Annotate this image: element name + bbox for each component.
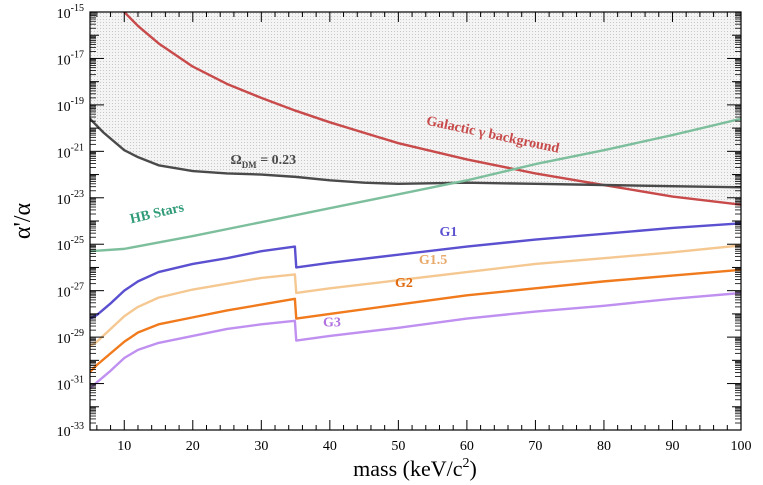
series-line-5 <box>90 268 741 373</box>
y-tick-label: 10-21 <box>57 142 84 161</box>
y-tick-label: 10-27 <box>57 282 84 301</box>
series-label-5: G2 <box>395 276 413 291</box>
y-tick-label: 10-31 <box>57 375 84 394</box>
series-label-1: ΩDM = 0.23 <box>230 153 296 170</box>
x-tick-label: 10 <box>117 439 131 454</box>
excluded-region <box>90 12 741 205</box>
series-layer <box>90 12 741 390</box>
x-tick-label: 90 <box>665 439 679 454</box>
x-tick-label: 60 <box>460 439 474 454</box>
series-line-2 <box>90 117 741 253</box>
x-tick-label: 80 <box>597 439 611 454</box>
y-tick-label: 10-33 <box>57 421 84 440</box>
y-tick-label: 10-15 <box>57 3 84 22</box>
x-axis-title-close: ) <box>470 456 477 481</box>
y-tick-label: 10-29 <box>57 328 84 347</box>
x-tick-label: 20 <box>186 439 200 454</box>
labels-layer: 10 20 30 40 50 60 70 80 90 100 10-15 10-17 10-19 10-2… <box>57 3 752 454</box>
series-label-2: HB Stars <box>129 200 186 227</box>
series-line-4 <box>90 244 741 348</box>
excluded-region-fill <box>90 12 741 205</box>
y-tick-label: 10-23 <box>57 189 84 208</box>
x-axis-title-superscript: 2 <box>463 456 470 471</box>
series-label-6: G3 <box>323 316 341 331</box>
x-tick-label: 50 <box>391 439 405 454</box>
series-label-4: G1.5 <box>419 253 447 268</box>
x-tick-label: 30 <box>254 439 268 454</box>
x-tick-label: 100 <box>731 439 752 454</box>
series-line-3 <box>90 222 741 320</box>
series-line-1 <box>90 117 741 189</box>
y-tick-label: 10-19 <box>57 96 84 115</box>
x-tick-label: 40 <box>323 439 337 454</box>
y-axis-title: α'/α <box>10 203 36 240</box>
y-tick-label: 10-17 <box>57 49 84 68</box>
x-tick-label: 70 <box>528 439 542 454</box>
ticks-layer <box>90 11 742 431</box>
y-tick-label: 10-25 <box>57 235 84 254</box>
series-line-6 <box>90 291 741 390</box>
x-axis-title: mass (keV/c2) <box>353 456 477 481</box>
series-line-0 <box>123 12 741 206</box>
series-label-3: G1 <box>439 225 457 240</box>
